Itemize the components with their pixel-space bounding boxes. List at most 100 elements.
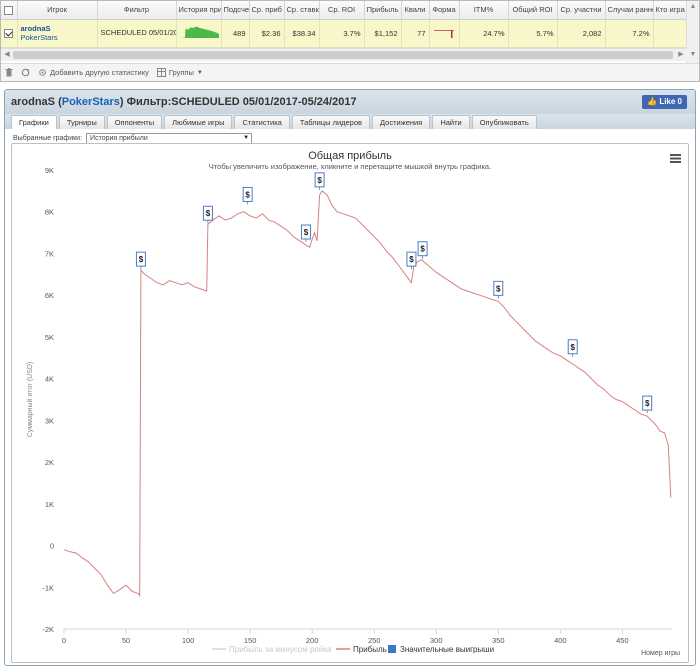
refresh-button[interactable] (21, 68, 30, 77)
report-panel: arodnaS (PokerStars) Фильтр:SCHEDULED 05… (4, 89, 696, 666)
big-win-marker[interactable] (135, 251, 146, 267)
column-header[interactable]: Подсчет (221, 1, 250, 20)
form-cell (429, 19, 460, 48)
tab-4[interactable]: Статистика (234, 115, 290, 129)
scroll-down-icon[interactable]: ▼ (689, 51, 697, 58)
y-tick-label: 7K (45, 249, 54, 258)
profit-cell: $1,152 (364, 19, 402, 48)
big-win-marker-label: $ (139, 255, 144, 264)
y-axis-label: Суммарный итог (USD) (26, 362, 34, 438)
big-win-marker-label: $ (496, 284, 501, 293)
legend-big-win-swatch (388, 645, 396, 653)
groups-label: Группы (168, 68, 194, 77)
column-header[interactable]: История при (176, 1, 222, 20)
tab-2[interactable]: Оппоненты (106, 115, 163, 129)
chart-select-label: Выбранные графики: (13, 134, 83, 142)
stats-table: Игрок Фильтр История при Подсчет Ср. при… (1, 1, 688, 48)
big-win-marker[interactable] (202, 205, 213, 221)
big-win-marker-label: $ (409, 255, 414, 264)
column-header[interactable]: Ср. ROI (319, 1, 365, 20)
column-header[interactable]: Ср. участни (557, 1, 606, 20)
stats-panel: Игрок Фильтр История при Подсчет Ср. при… (0, 0, 700, 82)
vertical-scrollbar[interactable]: ▲ ▼ (686, 1, 699, 63)
gear-icon (38, 68, 47, 77)
big-win-marker[interactable] (300, 224, 311, 240)
table-icon (156, 68, 166, 77)
tab-5[interactable]: Таблицы лидеров (291, 115, 371, 129)
column-header[interactable]: Случаи ранне (605, 1, 654, 20)
y-tick-label: 5K (45, 333, 54, 342)
who-played-cell (653, 19, 688, 48)
hamburger-menu-icon[interactable] (670, 154, 681, 156)
chart-select-dropdown[interactable]: История прибыли (86, 132, 253, 144)
row-checkbox[interactable] (1, 19, 18, 48)
profit-series-line[interactable] (63, 190, 672, 598)
add-stat-button[interactable]: Добавить другую статистику (38, 68, 149, 77)
like-label: Like 0 (659, 97, 682, 106)
report-site-link[interactable]: PokerStars (61, 96, 120, 108)
player-cell[interactable]: arodnaS PokerStars (17, 19, 98, 48)
column-header[interactable]: Общий ROI (508, 1, 558, 20)
early-cell: 7.2% (605, 19, 654, 48)
big-win-marker[interactable] (417, 241, 428, 257)
scrollbar-thumb[interactable] (13, 51, 673, 59)
chart-frame[interactable]: Общая прибыль Чтобы увеличить изображение… (11, 143, 689, 663)
big-win-marker-label: $ (245, 190, 250, 199)
column-header[interactable]: Кто игра (653, 1, 688, 20)
delete-button[interactable] (5, 68, 13, 77)
column-header[interactable]: Фильтр (97, 1, 177, 20)
x-tick-label: 250 (368, 636, 381, 645)
tab-1[interactable]: Турниры (58, 115, 105, 129)
scroll-right-icon[interactable]: ▶ (678, 51, 684, 58)
y-tick-label: 3K (45, 416, 54, 425)
column-header[interactable]: Ср. ставк (284, 1, 320, 20)
column-header[interactable]: Прибыль (364, 1, 402, 20)
big-win-marker[interactable] (642, 395, 653, 411)
x-tick-label: 50 (122, 636, 130, 645)
tab-6[interactable]: Достижения (372, 115, 431, 129)
tab-3[interactable]: Любимые игры (164, 115, 233, 129)
x-tick-label: 0 (62, 636, 66, 645)
tab-8[interactable]: Опубликовать (471, 115, 537, 129)
x-tick-label: 400 (554, 636, 567, 645)
y-tick-label: -2K (42, 625, 54, 634)
avg-stake-cell: $38.34 (284, 19, 320, 48)
player-site: PokerStars (20, 33, 58, 42)
avg-roi-cell: 3.7% (319, 19, 365, 48)
tab-7[interactable]: Найти (432, 115, 470, 129)
column-header[interactable]: ITM% (459, 1, 509, 20)
hamburger-menu-icon[interactable] (670, 157, 681, 160)
big-win-marker[interactable] (242, 186, 253, 202)
y-tick-label: 0 (50, 542, 54, 551)
itm-cell: 24.7% (459, 19, 509, 48)
column-header[interactable]: Квали (401, 1, 430, 20)
big-win-marker[interactable] (314, 172, 325, 188)
big-win-marker[interactable] (406, 251, 417, 267)
groups-button[interactable]: Группы ▼ (156, 68, 203, 77)
report-tabs: Графики Турниры Оппоненты Любимые игры Стати… (5, 114, 695, 129)
avg-entrants-cell: 2,082 (557, 19, 606, 48)
scroll-up-icon[interactable]: ▲ (689, 3, 697, 10)
player-name[interactable]: arodnaS (20, 24, 51, 33)
facebook-like-button[interactable]: 👍 Like 0 (642, 95, 687, 109)
horizontal-scrollbar[interactable]: ◀ ▶ (1, 48, 687, 61)
select-all-checkbox[interactable] (1, 1, 18, 20)
column-header[interactable]: Игрок (17, 1, 98, 20)
hamburger-menu-icon[interactable] (670, 161, 681, 163)
legend-big-win-label: Значительные выигрыши (400, 645, 494, 654)
x-tick-label: 100 (182, 636, 195, 645)
y-tick-label: -1K (42, 583, 54, 592)
report-filter-value: SCHEDULED 05/01/2017-05/24/2017 (171, 96, 357, 108)
scroll-left-icon[interactable]: ◀ (4, 51, 10, 58)
big-win-marker[interactable] (493, 280, 504, 296)
column-header[interactable]: Ср. приб (249, 1, 285, 20)
big-win-marker[interactable] (567, 339, 578, 355)
tab-0[interactable]: Графики (11, 115, 57, 129)
x-axis-label: Номер игры (641, 650, 680, 657)
big-win-marker-label: $ (304, 228, 309, 237)
table-row[interactable]: arodnaS PokerStars SCHEDULED 05/01/2017-… (1, 19, 688, 48)
chevron-down-icon: ▼ (196, 69, 203, 76)
add-stat-label: Добавить другую статистику (50, 68, 149, 77)
column-header[interactable]: Форма (429, 1, 460, 20)
